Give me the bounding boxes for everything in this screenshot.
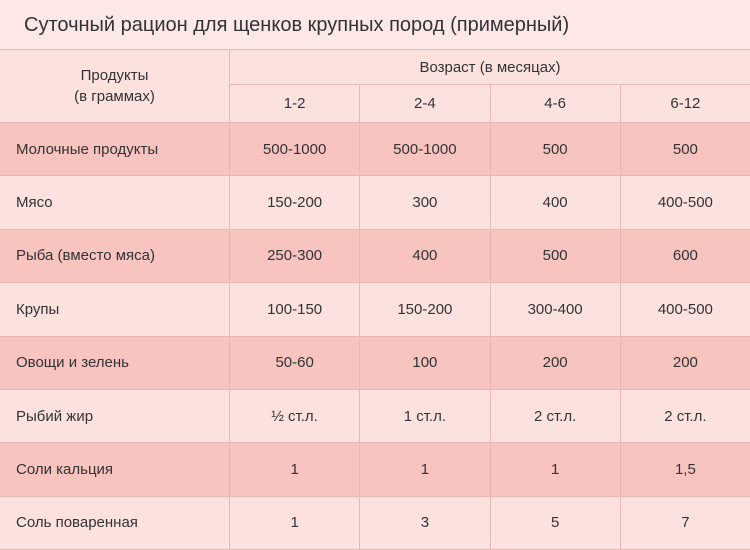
- cell-value: 50-60: [230, 337, 360, 390]
- cell-value: 500: [621, 123, 750, 176]
- row-label: Мясо: [0, 176, 230, 229]
- cell-value: 150-200: [360, 283, 490, 336]
- age-col-2: 4-6: [491, 85, 621, 123]
- cell-value: 7: [621, 497, 750, 550]
- table-row: Соли кальция1111,5: [0, 443, 750, 496]
- cell-value: 5: [491, 497, 621, 550]
- cell-value: 300: [360, 176, 490, 229]
- row-label: Овощи и зелень: [0, 337, 230, 390]
- cell-value: 500-1000: [230, 123, 360, 176]
- cell-value: 2 ст.л.: [621, 390, 750, 443]
- cell-value: 300-400: [491, 283, 621, 336]
- cell-value: 500: [491, 230, 621, 283]
- cell-value: 1 ст.л.: [360, 390, 490, 443]
- row-label: Молочные продукты: [0, 123, 230, 176]
- diet-table: Возраст (в месяцах) Продукты (в граммах)…: [0, 49, 750, 550]
- cell-value: 1: [360, 443, 490, 496]
- cell-value: 1: [230, 443, 360, 496]
- cell-value: 400: [491, 176, 621, 229]
- row-label: Крупы: [0, 283, 230, 336]
- cell-value: 400: [360, 230, 490, 283]
- cell-value: 1: [230, 497, 360, 550]
- cell-value: 2 ст.л.: [491, 390, 621, 443]
- table-row: Рыба (вместо мяса)250-300400500600: [0, 230, 750, 283]
- cell-value: 1,5: [621, 443, 750, 496]
- cell-value: 500: [491, 123, 621, 176]
- cell-value: 200: [491, 337, 621, 390]
- age-header: Возраст (в месяцах): [230, 50, 750, 85]
- table-row: Рыбий жир½ ст.л.1 ст.л.2 ст.л.2 ст.л.: [0, 390, 750, 443]
- cell-value: 250-300: [230, 230, 360, 283]
- cell-value: 500-1000: [360, 123, 490, 176]
- products-header-line1: Продукты: [81, 66, 149, 86]
- table-header-row-2: Продукты (в граммах) 1-2 2-4 4-6 6-12: [0, 85, 750, 123]
- cell-value: 400-500: [621, 176, 750, 229]
- cell-value: 100-150: [230, 283, 360, 336]
- cell-value: 200: [621, 337, 750, 390]
- age-col-3: 6-12: [621, 85, 750, 123]
- cell-value: 1: [491, 443, 621, 496]
- age-col-1: 2-4: [360, 85, 490, 123]
- cell-value: 600: [621, 230, 750, 283]
- table-row: Крупы100-150150-200300-400400-500: [0, 283, 750, 336]
- cell-value: 3: [360, 497, 490, 550]
- row-label: Рыба (вместо мяса): [0, 230, 230, 283]
- row-label: Соли кальция: [0, 443, 230, 496]
- cell-value: ½ ст.л.: [230, 390, 360, 443]
- table-row: Молочные продукты500-1000500-1000500500: [0, 123, 750, 176]
- row-label: Соль поваренная: [0, 497, 230, 550]
- age-col-0: 1-2: [230, 85, 360, 123]
- cell-value: 100: [360, 337, 490, 390]
- diet-table-container: Суточный рацион для щенков крупных пород…: [0, 0, 750, 550]
- row-label: Рыбий жир: [0, 390, 230, 443]
- cell-value: 400-500: [621, 283, 750, 336]
- products-header-text: Продукты (в граммах): [0, 85, 230, 123]
- products-header-line2: (в граммах): [74, 87, 155, 107]
- page-title: Суточный рацион для щенков крупных пород…: [0, 0, 750, 49]
- table-row: Мясо150-200300400400-500: [0, 176, 750, 229]
- table-row: Овощи и зелень50-60100200200: [0, 337, 750, 390]
- cell-value: 150-200: [230, 176, 360, 229]
- table-row: Соль поваренная1357: [0, 497, 750, 550]
